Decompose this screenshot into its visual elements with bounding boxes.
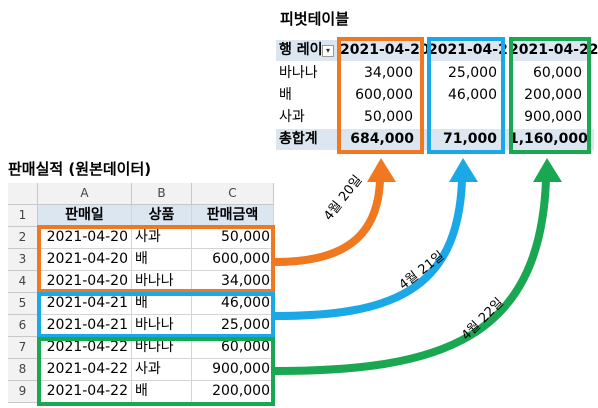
- arrow-green-head: [533, 158, 562, 182]
- arrow-orange-head: [367, 158, 396, 182]
- column-header-c[interactable]: C: [192, 183, 274, 205]
- product-cell[interactable]: 배: [132, 249, 192, 271]
- product-cell[interactable]: 배: [132, 293, 192, 315]
- date-cell[interactable]: 2021-04-22: [38, 337, 132, 359]
- pivot-total-value[interactable]: 71,000: [424, 129, 509, 150]
- pivot-total-label[interactable]: 총합계: [276, 129, 340, 150]
- product-cell[interactable]: 바나나: [132, 337, 192, 359]
- pivot-value-cell[interactable]: 34,000: [364, 65, 413, 81]
- filter-dropdown-icon[interactable]: ▾: [322, 45, 334, 57]
- select-all-corner[interactable]: [8, 183, 38, 205]
- row-header[interactable]: 1: [8, 205, 38, 227]
- pivot-title: 피벗테이블: [280, 10, 350, 28]
- pivot-row-label-cell[interactable]: 배: [279, 87, 292, 103]
- pivot-value-cell[interactable]: 25,000: [448, 65, 497, 81]
- column-header-b[interactable]: B: [132, 183, 192, 205]
- pivot-col-header: 2021-04-20: [340, 40, 430, 61]
- date-cell[interactable]: 2021-04-20: [38, 249, 132, 271]
- pivot-total-value[interactable]: 1,160,000: [509, 129, 594, 150]
- arrow-orange-shaft: [274, 179, 384, 266]
- source-group-highlight-blue: [37, 292, 275, 338]
- source-group-highlight-orange: [37, 225, 275, 293]
- pivot-value-cell[interactable]: 600,000: [355, 87, 413, 103]
- date-cell[interactable]: 2021-04-22: [38, 359, 132, 381]
- arrow-green-shaft: [274, 179, 550, 375]
- arrow-blue-shaft: [274, 179, 466, 320]
- pivot-value-cell[interactable]: 200,000: [524, 87, 582, 103]
- pivot-column-highlight-green: [509, 37, 591, 154]
- pivot-col-header: 2021-04-21: [428, 40, 518, 61]
- pivot-value-cell[interactable]: 60,000: [533, 65, 582, 81]
- pivot-total-value[interactable]: 684,000: [340, 129, 424, 150]
- pivot-column-highlight-orange: [337, 37, 424, 154]
- pivot-value-cell[interactable]: 900,000: [524, 109, 582, 125]
- date-cell[interactable]: 2021-04-20: [38, 227, 132, 249]
- pivot-row-label: 행 레이: [279, 42, 323, 58]
- arrow-blue-head: [449, 158, 478, 182]
- source-title: 판매실적 (원본데이터): [8, 160, 152, 178]
- pivot-col-header: 2021-04-22: [509, 40, 598, 61]
- pivot-row-label-cell[interactable]: 사과: [279, 109, 305, 125]
- source-group-highlight-green: [37, 337, 275, 406]
- product-cell[interactable]: 사과: [132, 359, 192, 381]
- product-cell[interactable]: 사과: [132, 227, 192, 249]
- column-header-a[interactable]: A: [38, 183, 132, 205]
- pivot-value-cell[interactable]: 50,000: [364, 109, 413, 125]
- pivot-value-cell[interactable]: 46,000: [448, 87, 497, 103]
- date-cell[interactable]: 2021-04-21: [38, 293, 132, 315]
- pivot-row-label-cell[interactable]: 바나나: [279, 65, 318, 81]
- pivot-column-highlight-blue: [427, 37, 505, 154]
